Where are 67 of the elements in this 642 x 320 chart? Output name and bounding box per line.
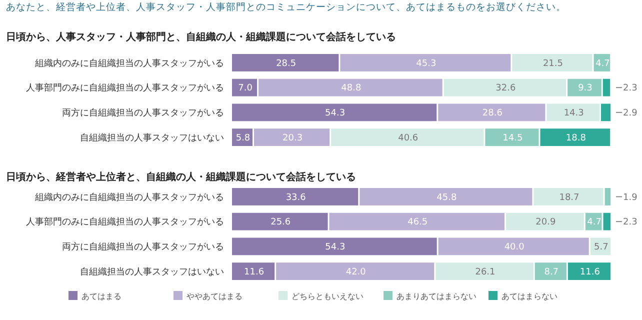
bar bbox=[232, 104, 437, 122]
data-label: 7.0 bbox=[238, 84, 253, 94]
data-label: 9.3 bbox=[578, 84, 592, 94]
bar bbox=[438, 104, 546, 122]
bar bbox=[340, 54, 511, 72]
data-label: 11.6 bbox=[244, 267, 264, 278]
legend-label: どちらともいえない bbox=[292, 292, 364, 301]
bar bbox=[512, 54, 592, 72]
data-label: 14.3 bbox=[564, 108, 584, 119]
bar bbox=[254, 128, 330, 146]
bar bbox=[568, 78, 602, 96]
chart-title: あなたと、経営者や上位者、人事スタッフ・人事部門とのコミュニケーションについて、あてはまるものをお選びください。 bbox=[6, 1, 566, 13]
chart-title: 日頃から、経営者や上位者と、自組織の人・組織課題について会話をしている bbox=[6, 171, 356, 183]
data-label: 8.7 bbox=[544, 267, 559, 278]
legend-label: あまりあてはまらない bbox=[396, 292, 476, 301]
data-label: 28.6 bbox=[482, 108, 503, 119]
data-label: 18.8 bbox=[566, 133, 586, 144]
legend-label: あてはまらない bbox=[502, 292, 558, 301]
y-tick-label: 組織内のみに自組織担当の人事スタッフがいる bbox=[34, 58, 224, 69]
bar bbox=[546, 104, 600, 122]
data-label: 4.7 bbox=[596, 58, 610, 69]
bar bbox=[232, 54, 339, 72]
data-label: 2.9 bbox=[623, 108, 638, 119]
y-tick-label: 両方に自組織担当の人事スタッフがいる bbox=[62, 108, 224, 119]
data-label: 1.9 bbox=[623, 192, 638, 203]
data-label: 32.6 bbox=[496, 84, 516, 94]
data-label: 18.7 bbox=[559, 192, 580, 203]
data-label: 45.8 bbox=[436, 192, 457, 203]
legend-label: あてはまる bbox=[82, 292, 122, 301]
data-label: 11.6 bbox=[580, 267, 600, 278]
y-tick-label: 両方に自組織担当の人事スタッフがいる bbox=[62, 242, 224, 253]
bar bbox=[232, 78, 258, 96]
bar bbox=[485, 128, 539, 146]
data-label: 40.0 bbox=[504, 242, 525, 253]
y-tick-label: 人事部門のみに自組織担当の人事スタッフがいる bbox=[26, 216, 224, 228]
bar bbox=[444, 78, 566, 96]
data-label: 45.3 bbox=[416, 58, 436, 69]
data-label: 54.3 bbox=[325, 242, 346, 253]
data-label: 40.6 bbox=[398, 133, 418, 144]
legend-label: ややあてはまる bbox=[186, 292, 242, 301]
data-label: 20.9 bbox=[536, 218, 556, 228]
bar bbox=[540, 128, 610, 146]
y-tick-label: 組織内のみに自組織担当の人事スタッフがいる bbox=[34, 192, 224, 203]
data-label: 4.7 bbox=[587, 218, 602, 228]
data-label: 33.6 bbox=[286, 192, 306, 203]
y-tick-label: 人事部門のみに自組織担当の人事スタッフがいる bbox=[26, 82, 224, 94]
data-label: 42.0 bbox=[346, 267, 366, 278]
y-tick-label: 自組織担当の人事スタッフはいない bbox=[80, 266, 224, 278]
bar bbox=[602, 78, 610, 96]
data-label: 28.5 bbox=[276, 58, 296, 69]
bar bbox=[331, 128, 484, 146]
bar bbox=[600, 104, 610, 122]
data-label: 20.3 bbox=[282, 133, 303, 144]
y-tick-label: 自組織担当の人事スタッフはいない bbox=[80, 132, 224, 144]
data-label: 21.5 bbox=[542, 58, 563, 69]
bar bbox=[258, 78, 442, 96]
chart-subtitle: 日頃から、人事スタッフ・人事部門と、自組織の人・組織課題について会話をしている bbox=[6, 31, 396, 43]
data-label: 48.8 bbox=[341, 84, 362, 94]
data-label: 2.3 bbox=[623, 84, 638, 94]
data-label: 46.5 bbox=[408, 218, 428, 228]
data-label: 2.3 bbox=[623, 218, 638, 228]
data-label: 25.6 bbox=[270, 218, 291, 228]
data-label: 54.3 bbox=[325, 108, 346, 119]
data-label: 14.5 bbox=[502, 133, 523, 144]
data-label: 5.7 bbox=[594, 242, 608, 253]
data-label: 26.1 bbox=[475, 267, 496, 278]
data-label: 5.8 bbox=[236, 133, 250, 144]
